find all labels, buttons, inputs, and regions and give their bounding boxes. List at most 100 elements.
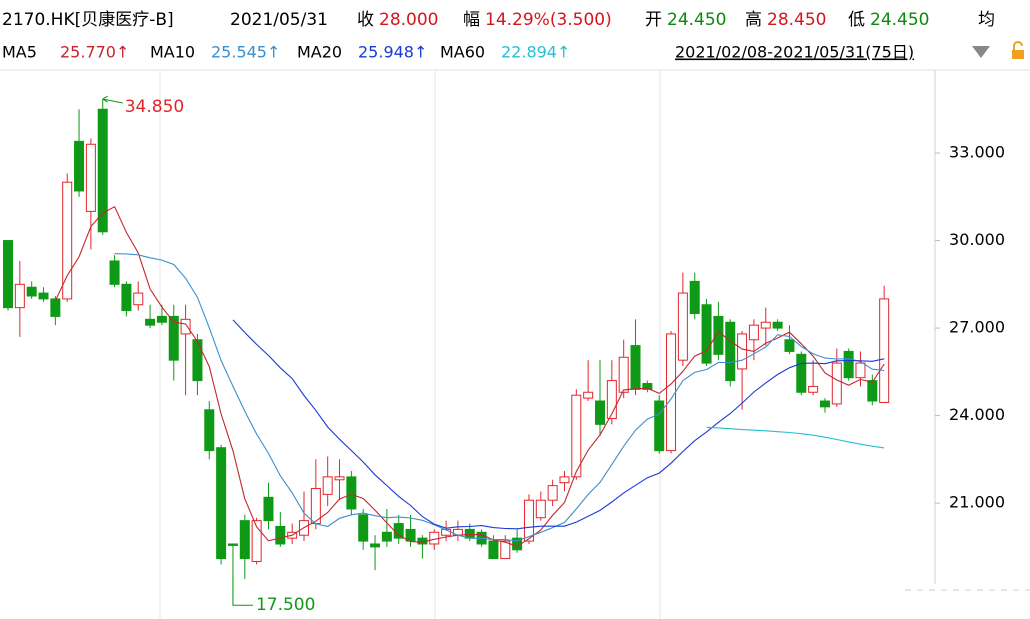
lock-icon[interactable] — [1012, 50, 1024, 59]
candle-body — [109, 260, 120, 285]
candle-body — [263, 496, 274, 522]
candle-body — [855, 362, 866, 379]
candle-body — [488, 540, 499, 560]
candle-body — [701, 304, 712, 364]
candle-body — [216, 447, 227, 560]
candle-body — [85, 143, 96, 212]
candle-body — [677, 292, 688, 361]
candle-body — [145, 318, 156, 326]
stat-value: 24.450 — [870, 10, 929, 30]
candle-body — [14, 283, 25, 309]
legend-value: 25.948↑ — [358, 43, 427, 62]
stat-label: 收 — [357, 10, 374, 30]
candle-body — [725, 321, 736, 382]
candle-body — [239, 520, 250, 560]
candle-body — [370, 543, 381, 548]
candle-body — [831, 362, 842, 405]
stat-value: 28.000 — [379, 10, 438, 30]
candle-body — [713, 315, 724, 355]
candle-body — [168, 315, 179, 361]
candle-body — [772, 321, 783, 329]
quote-date: 2021/05/31 — [230, 10, 328, 30]
stat-label: 幅 — [463, 10, 480, 30]
stat-label: 高 — [745, 10, 762, 30]
candle-body — [97, 108, 108, 233]
candle-body — [121, 283, 132, 312]
candle-body — [737, 333, 748, 370]
max-label: 34.850 — [125, 97, 184, 117]
candle-body — [523, 499, 534, 542]
candle-body — [62, 181, 73, 300]
candle-body — [204, 409, 215, 452]
candle-body — [867, 380, 878, 402]
candle-body — [595, 400, 605, 425]
candle-body — [535, 499, 546, 519]
stat-label: 开 — [645, 10, 662, 30]
legend-name: MA10 — [150, 43, 195, 62]
candle-body — [879, 298, 890, 403]
ma-line — [706, 426, 885, 449]
candle-body — [808, 385, 819, 393]
stat-label: 低 — [848, 10, 865, 30]
candle-body — [133, 292, 144, 306]
candle-body — [346, 476, 357, 510]
candle-body — [630, 345, 641, 390]
candle-body — [156, 315, 167, 323]
max-leader — [102, 95, 123, 104]
candle-body — [606, 380, 617, 420]
candle-body — [50, 298, 61, 317]
candle-body — [796, 353, 807, 393]
candle-body — [275, 525, 286, 545]
candle-body — [843, 350, 854, 379]
candle-body — [3, 240, 13, 309]
candle-body — [618, 356, 629, 393]
candle-body — [654, 400, 665, 452]
ma-line — [54, 205, 885, 547]
candle-body — [642, 383, 653, 390]
lock-shackle — [1013, 41, 1023, 50]
candle-body — [500, 540, 511, 560]
candle-body — [559, 476, 570, 484]
candle-body — [784, 339, 795, 352]
candle-body — [322, 476, 333, 495]
candle-body — [180, 318, 191, 335]
candle-body — [583, 391, 594, 399]
candle-body — [38, 292, 49, 300]
date-range[interactable]: 2021/02/08-2021/05/31(75日) — [675, 43, 914, 62]
stock-title: 2170.HK[贝康医疗-B] — [2, 10, 174, 30]
stat-label: 均 — [978, 10, 995, 30]
y-tick-label: 21.000 — [949, 493, 1005, 512]
candle-body — [689, 280, 700, 314]
range-dropdown[interactable] — [972, 46, 990, 58]
candle-body — [334, 476, 345, 481]
stat-value: 14.29%(3.500) — [485, 10, 612, 30]
candle-body — [819, 400, 830, 408]
y-tick-label: 33.000 — [949, 143, 1005, 162]
candle-body — [760, 321, 771, 329]
legend-value: 25.545↑ — [211, 43, 280, 62]
candle-body — [666, 333, 677, 452]
stat-value: 24.450 — [667, 10, 726, 30]
candle-body — [571, 394, 582, 478]
legend-name: MA20 — [297, 43, 342, 62]
candle-body — [74, 140, 85, 192]
candle-body — [547, 485, 558, 501]
candle-body — [251, 520, 262, 562]
legend-name: MA60 — [440, 43, 485, 62]
stat-value: 28.450 — [767, 10, 826, 30]
ma-line — [114, 253, 885, 542]
min-label: 17.500 — [256, 595, 315, 615]
candle-body — [26, 286, 37, 297]
min-leader — [232, 575, 253, 606]
legend-value: 22.894↑ — [501, 43, 570, 62]
candle-body — [393, 523, 404, 539]
legend-value: 25.770↑ — [60, 43, 129, 62]
ma-line — [232, 319, 885, 530]
candle-body — [358, 514, 369, 542]
y-tick-label: 30.000 — [949, 230, 1005, 249]
y-tick-label: 24.000 — [949, 405, 1005, 424]
candle-body — [381, 531, 392, 542]
candle-body — [748, 324, 759, 341]
